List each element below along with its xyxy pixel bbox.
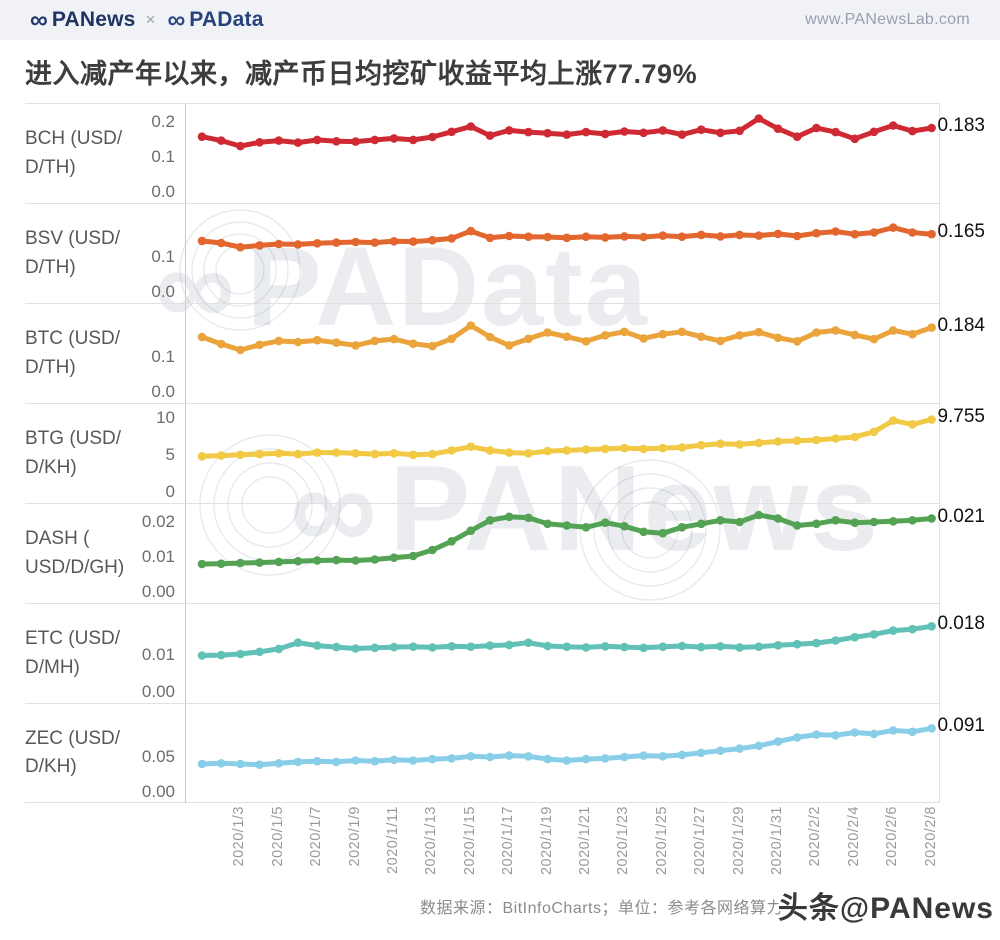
y-tick-label: 5 [165, 444, 175, 464]
y-tick-label: 0.1 [151, 147, 175, 166]
x-tick-label: 2020/2/4 [845, 806, 862, 867]
y-axis-ticks: 0.1 0.0 [135, 304, 185, 403]
y-axis-ticks: 0.05 0.00 [135, 704, 185, 802]
x-tick-label: 2020/1/7 [308, 806, 325, 867]
y-tick-label: 10 [156, 407, 175, 427]
end-value-label-etc: 0.018 [937, 613, 985, 635]
chart-title: 进入减产年以来，减产币日均挖矿收益平均上涨77.79% [25, 59, 698, 89]
series-line-btc [197, 321, 936, 355]
x-tick-label: 2020/1/11 [385, 806, 401, 874]
y-tick-label: 0.0 [151, 382, 175, 401]
series-label-zec: ZEC (USD/D/KH) [25, 727, 120, 778]
y-axis-ticks: 0.2 0.1 0.0 [135, 104, 185, 203]
series-label-dash: DASH (USD/D/GH) [25, 528, 125, 578]
x-tick-label: 2020/1/29 [730, 806, 747, 876]
y-axis-ticks: 10 5 0 [135, 404, 185, 503]
website-url: www.PANewsLab.com [805, 11, 970, 28]
x-tick-label: 2020/1/27 [692, 806, 709, 876]
y-tick-label: 0.2 [151, 112, 175, 131]
x-tick-label: 2020/1/13 [423, 806, 440, 876]
chart-row-dash: DASH (USD/D/GH) 0.02 0.01 0.00 0.021 [25, 503, 985, 603]
series-label-btc: BTC (USD/D/TH) [25, 328, 120, 378]
chart-row-etc: ETC (USD/D/MH) 0.01 0.00 0.018 [25, 603, 985, 703]
padata-infinity-icon: ∞ [167, 5, 186, 34]
x-axis-labels: 2020/1/3 2020/1/5 2020/1/7 2020/1/9 2020/1/1… [25, 806, 940, 890]
x-tick-label: 2020/1/25 [653, 806, 670, 876]
y-axis-ticks: 0.02 0.01 0.00 [135, 504, 185, 603]
end-value-label-bch: 0.183 [937, 114, 985, 136]
logo-separator: × [145, 10, 156, 29]
chart-rows: BCH (USD/D/TH) 0.2 0.1 0.0 0.183 BSV (USD/D/T… [25, 103, 985, 803]
chart-row-btc: BTC (USD/D/TH) 0.1 0.0 0.184 [25, 303, 985, 403]
series-line-dash [197, 510, 936, 569]
plot-area-etc: 0.018 [185, 604, 985, 703]
series-line-zec [197, 724, 936, 769]
toutiao-watermark: 头条@PANews [777, 892, 994, 925]
plot-area-zec: 0.091 [185, 704, 985, 803]
y-tick-label: 0.1 [151, 247, 175, 266]
plot-area-btg: 9.755 [185, 404, 985, 503]
end-value-label-zec: 0.091 [937, 715, 985, 737]
y-tick-label: 0.0 [151, 182, 175, 201]
brand-logos: ∞ PANews × ∞ PAData [30, 5, 264, 34]
y-tick-label: 0 [165, 482, 175, 501]
series-label-btg: BTG (USD/D/KH) [25, 428, 122, 478]
panews-infinity-icon: ∞ [30, 5, 48, 34]
plot-area-bch: 0.183 [185, 104, 985, 203]
y-tick-label: 0.1 [151, 347, 175, 366]
end-value-label-bsv: 0.165 [937, 221, 985, 243]
x-tick-label: 2020/1/31 [769, 806, 785, 876]
x-tick-label: 2020/2/8 [922, 806, 939, 867]
plot-area-bsv: 0.165 [185, 204, 985, 303]
y-tick-label: 0.0 [151, 282, 175, 301]
x-tick-label: 2020/1/23 [615, 806, 632, 876]
series-label-bsv: BSV (USD/D/TH) [25, 228, 121, 278]
panews-logo-text: PANews [51, 8, 136, 31]
x-tick-label: 2020/1/3 [231, 806, 248, 867]
chart-row-bsv: BSV (USD/D/TH) 0.1 0.0 0.165 [25, 203, 985, 303]
x-tick-label: 2020/1/21 [577, 806, 593, 876]
padata-logo-text: PAData [189, 8, 264, 31]
top-bar: ∞ PANews × ∞ PAData www.PANewsLab.com [0, 0, 1000, 40]
y-axis-ticks: 0.01 0.00 [135, 604, 185, 703]
end-value-label-btg: 9.755 [937, 406, 985, 428]
series-line-btg [197, 415, 936, 461]
x-tick-label: 2020/1/5 [269, 806, 286, 867]
x-tick-label: 2020/2/6 [884, 806, 901, 867]
x-tick-label: 2020/1/15 [461, 806, 478, 876]
y-axis-ticks: 0.1 0.0 [135, 204, 185, 303]
y-tick-label: 0.00 [141, 782, 175, 801]
x-tick-label: 2020/1/17 [500, 806, 517, 876]
chart-row-bch: BCH (USD/D/TH) 0.2 0.1 0.0 0.183 [25, 103, 985, 203]
x-tick-label: 2020/1/9 [346, 806, 363, 867]
end-value-label-btc: 0.184 [937, 314, 985, 336]
series-label-etc: ETC (USD/D/MH) [25, 628, 120, 678]
series-line-etc [197, 622, 936, 660]
y-tick-label: 0.02 [141, 512, 175, 531]
chart-row-zec: ZEC (USD/D/KH) 0.05 0.00 0.091 [25, 703, 985, 803]
series-label-bch: BCH (USD/D/TH) [25, 128, 123, 178]
x-tick-label: 2020/1/19 [538, 806, 555, 876]
series-line-bch [197, 114, 936, 151]
y-tick-label: 0.01 [141, 645, 175, 665]
y-tick-label: 0.00 [141, 682, 175, 701]
y-tick-label: 0.01 [141, 547, 175, 566]
chart-row-btg: BTG (USD/D/KH) 10 5 0 9.755 [25, 403, 985, 503]
x-tick-label: 2020/2/2 [807, 806, 824, 867]
plot-area-dash: 0.021 [185, 504, 985, 603]
data-source-note: 数据来源：BitInfoCharts；单位：参考各网络算力 [420, 900, 783, 917]
series-line-bsv [197, 223, 936, 252]
plot-area-btc: 0.184 [185, 304, 985, 403]
end-value-label-dash: 0.021 [937, 505, 985, 527]
y-tick-label: 0.05 [141, 747, 175, 766]
y-tick-label: 0.00 [141, 582, 175, 601]
